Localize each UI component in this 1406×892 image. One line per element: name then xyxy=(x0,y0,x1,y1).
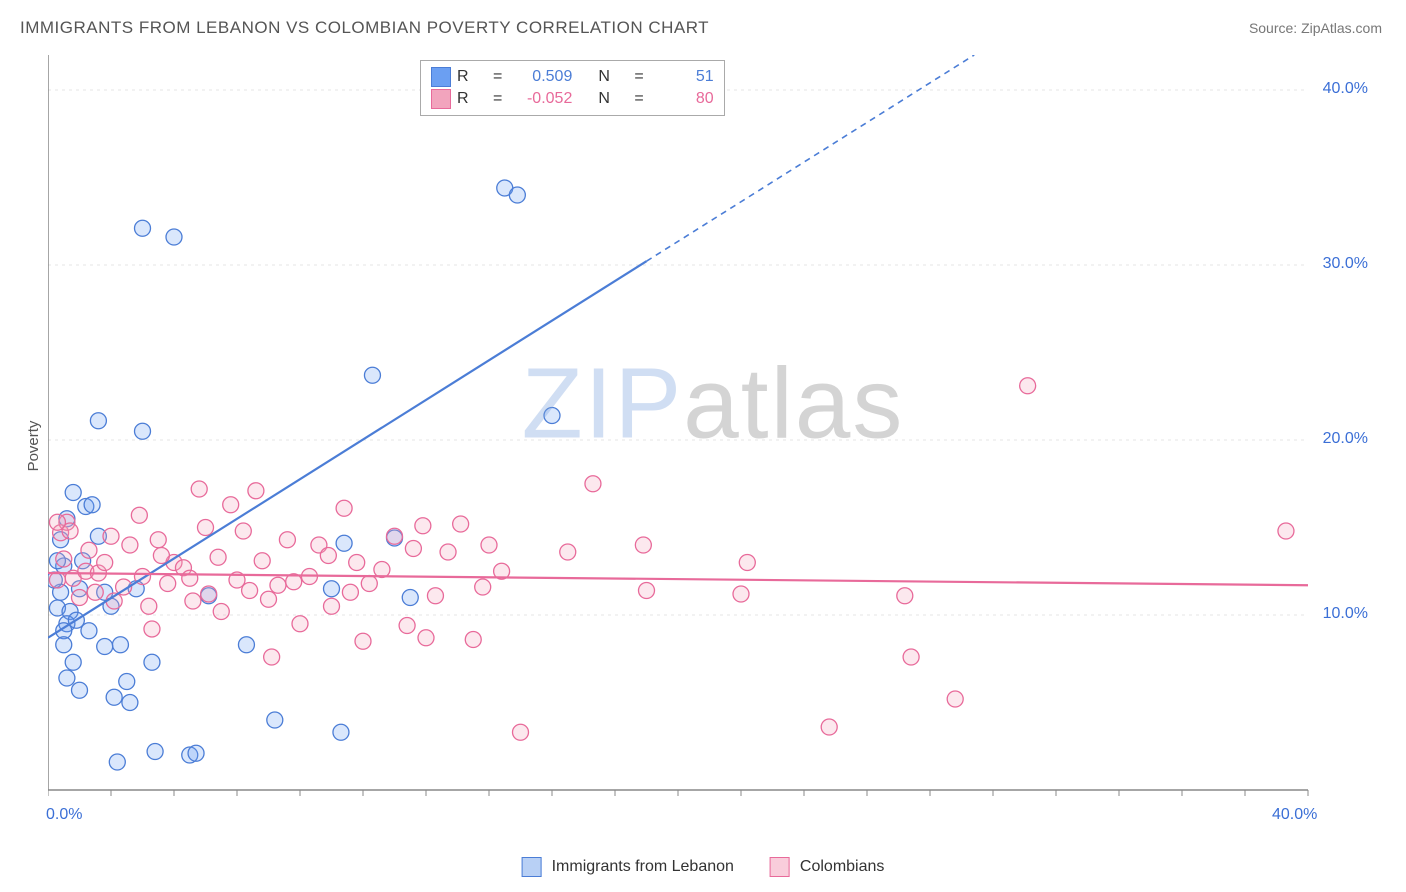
legend-label-1: Colombians xyxy=(800,858,884,876)
stats-eq-0a: = xyxy=(493,68,502,86)
plot-area: ZIPatlas xyxy=(48,55,1378,830)
stats-r-label-1: R xyxy=(457,90,487,108)
stats-row-1: R = -0.052 N = 80 xyxy=(431,89,714,109)
stats-row-0: R = 0.509 N = 51 xyxy=(431,67,714,87)
stats-n-value-1: 80 xyxy=(650,90,714,108)
stats-swatch-0 xyxy=(431,67,451,87)
stats-r-value-0: 0.509 xyxy=(508,68,572,86)
y-tick-label: 30.0% xyxy=(1322,255,1368,273)
x-tick-label: 40.0% xyxy=(1272,806,1317,824)
y-tick-label: 10.0% xyxy=(1322,605,1368,623)
stats-n-label-1: N xyxy=(598,90,628,108)
legend-label-0: Immigrants from Lebanon xyxy=(552,858,734,876)
y-axis-label: Poverty xyxy=(25,421,42,472)
y-tick-label: 40.0% xyxy=(1322,80,1368,98)
stats-eq-1b: = xyxy=(634,90,643,108)
chart-svg xyxy=(48,55,1378,830)
stats-r-value-1: -0.052 xyxy=(508,90,572,108)
chart-container: IMMIGRANTS FROM LEBANON VS COLOMBIAN POV… xyxy=(0,0,1406,892)
legend-swatch-0 xyxy=(522,857,542,877)
stats-r-label-0: R xyxy=(457,68,487,86)
stats-eq-1a: = xyxy=(493,90,502,108)
chart-title: IMMIGRANTS FROM LEBANON VS COLOMBIAN POV… xyxy=(20,18,709,38)
stats-eq-0b: = xyxy=(634,68,643,86)
stats-n-label-0: N xyxy=(598,68,628,86)
stats-swatch-1 xyxy=(431,89,451,109)
x-axis-legend: Immigrants from Lebanon Colombians xyxy=(522,857,885,877)
y-tick-label: 20.0% xyxy=(1322,430,1368,448)
chart-source: Source: ZipAtlas.com xyxy=(1249,20,1382,36)
stats-box: R = 0.509 N = 51 R = -0.052 N = 80 xyxy=(420,60,725,116)
stats-n-value-0: 51 xyxy=(650,68,714,86)
x-tick-label: 0.0% xyxy=(46,806,82,824)
legend-swatch-1 xyxy=(770,857,790,877)
